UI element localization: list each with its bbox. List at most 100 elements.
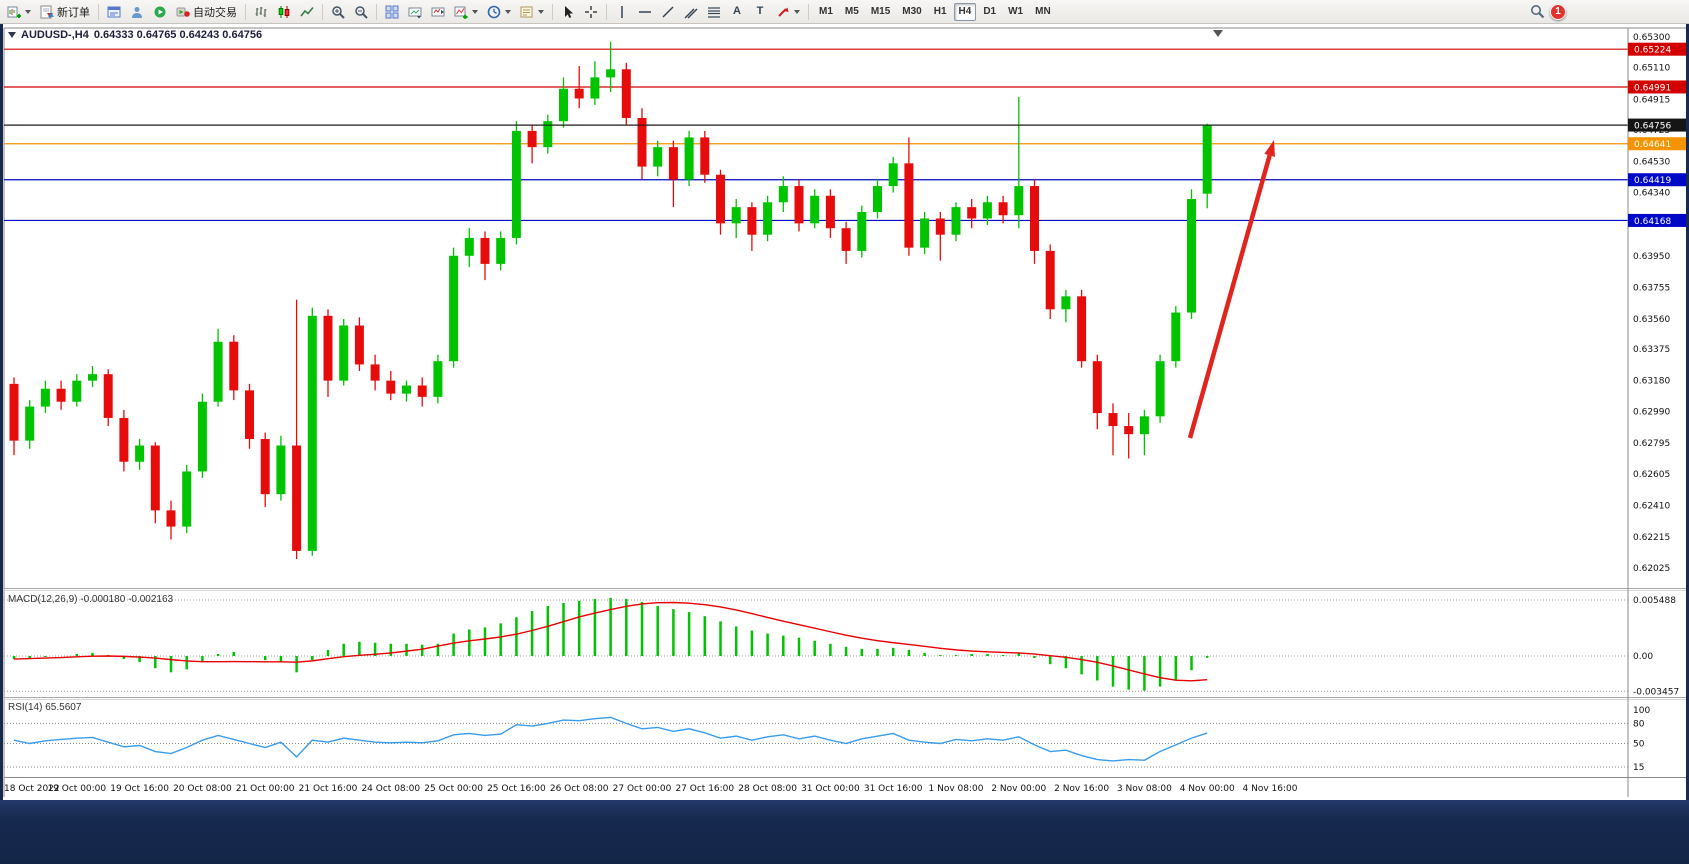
svg-text:21 Oct 16:00: 21 Oct 16:00 [299, 784, 358, 794]
tile-windows-button[interactable] [381, 2, 403, 22]
svg-text:0.65300: 0.65300 [1633, 33, 1670, 43]
svg-text:0.63755: 0.63755 [1633, 283, 1670, 293]
svg-text:15: 15 [1633, 763, 1644, 773]
zoom-in-button[interactable] [327, 2, 349, 22]
autotrading-label: 自动交易 [193, 6, 237, 19]
svg-text:19 Oct 00:00: 19 Oct 00:00 [47, 784, 106, 794]
zoom-out-button[interactable] [350, 2, 372, 22]
cursor-button[interactable] [557, 2, 579, 22]
timeframe-m30-button[interactable]: M30 [902, 6, 922, 17]
fibonacci-tool-button[interactable] [703, 2, 725, 22]
search-icon [1531, 5, 1545, 19]
timeframe-d1-button[interactable]: D1 [983, 6, 997, 17]
crosshair-button[interactable] [580, 2, 602, 22]
toolbar-separator [245, 3, 246, 20]
svg-text:21 Oct 00:00: 21 Oct 00:00 [236, 784, 295, 794]
terminal-button[interactable] [149, 2, 171, 22]
market-watch-button[interactable] [103, 2, 125, 22]
toolbar-separator [98, 3, 99, 20]
dropdown-caret-icon [794, 9, 800, 14]
bar-chart-icon [255, 6, 267, 17]
notification-badge[interactable]: 1 [1550, 3, 1566, 20]
new-chart-button[interactable] [3, 2, 35, 22]
price-chart[interactable]: 0.653000.651100.649150.647250.645300.643… [0, 24, 1689, 800]
svg-text:0.62990: 0.62990 [1633, 407, 1670, 417]
data-window-button[interactable] [126, 2, 148, 22]
one-click-trading-arrow[interactable] [8, 32, 16, 38]
timeframe-h1-button[interactable]: H1 [933, 6, 947, 17]
toolbar: 新订单 自动交易 [0, 0, 1689, 24]
svg-text:0.005488: 0.005488 [1633, 596, 1676, 606]
svg-text:4 Nov 00:00: 4 Nov 00:00 [1180, 784, 1235, 794]
autotrading-button[interactable]: 自动交易 [172, 2, 241, 22]
auto-scroll-button[interactable] [404, 2, 426, 22]
chart-shift-icon [431, 7, 445, 16]
svg-text:100: 100 [1633, 706, 1650, 716]
autotrading-icon [176, 7, 190, 17]
timeframe-m5-button[interactable]: M5 [844, 6, 859, 17]
svg-text:-0.003457: -0.003457 [1633, 687, 1679, 697]
svg-text:0.64756: 0.64756 [1634, 122, 1671, 132]
svg-text:31 Oct 00:00: 31 Oct 00:00 [801, 784, 860, 794]
svg-text:20 Oct 08:00: 20 Oct 08:00 [173, 784, 232, 794]
svg-text:50: 50 [1633, 740, 1645, 750]
svg-text:0.63950: 0.63950 [1633, 252, 1670, 262]
toolbar-separator [322, 3, 323, 20]
svg-text:31 Oct 16:00: 31 Oct 16:00 [864, 784, 923, 794]
svg-text:24 Oct 08:00: 24 Oct 08:00 [361, 784, 420, 794]
svg-text:0.65224: 0.65224 [1634, 46, 1671, 56]
chart-shift-button[interactable] [427, 2, 449, 22]
svg-text:27 Oct 00:00: 27 Oct 00:00 [613, 784, 672, 794]
timeframe-m15-button[interactable]: M15 [870, 6, 891, 17]
svg-text:3 Nov 08:00: 3 Nov 08:00 [1117, 784, 1172, 794]
svg-text:0.64419: 0.64419 [1634, 176, 1671, 186]
templates-button[interactable] [516, 2, 548, 22]
timeframe-mn-button[interactable]: MN [1035, 6, 1051, 17]
vertical-line-tool-button[interactable] [611, 2, 633, 22]
svg-text:80: 80 [1633, 719, 1645, 729]
bar-chart-button[interactable] [250, 2, 272, 22]
chart-canvas[interactable]: 0.653000.651100.649150.647250.645300.643… [0, 24, 1689, 800]
templates-icon [520, 6, 533, 17]
window-bottom-edge [0, 800, 1689, 864]
svg-text:26 Oct 08:00: 26 Oct 08:00 [550, 784, 609, 794]
text-tool-button[interactable]: A [726, 2, 748, 22]
timeframe-h4-button[interactable]: H4 [953, 2, 977, 21]
market-watch-icon [107, 6, 121, 17]
horizontal-line-icon [639, 10, 651, 13]
auto-scroll-icon [408, 7, 422, 18]
svg-text:0.63375: 0.63375 [1633, 345, 1670, 355]
terminal-icon [154, 6, 166, 17]
svg-text:0.62410: 0.62410 [1633, 502, 1670, 512]
timeframe-w1-button[interactable]: W1 [1008, 6, 1024, 17]
svg-text:0.63560: 0.63560 [1633, 315, 1670, 325]
vertical-line-icon [621, 5, 623, 18]
candlestick-chart-button[interactable] [273, 2, 295, 22]
svg-text:0.65110: 0.65110 [1633, 64, 1670, 74]
trendline-tool-button[interactable] [657, 2, 679, 22]
tile-windows-icon [385, 5, 399, 18]
dropdown-caret-icon [538, 9, 544, 14]
timeframe-m1-button[interactable]: M1 [819, 6, 833, 17]
dropdown-caret-icon [25, 9, 31, 14]
horizontal-line-tool-button[interactable] [634, 2, 656, 22]
svg-text:2 Nov 16:00: 2 Nov 16:00 [1054, 784, 1109, 794]
svg-text:0.62795: 0.62795 [1633, 439, 1670, 449]
svg-text:0.64530: 0.64530 [1633, 158, 1670, 168]
period-button[interactable] [483, 2, 515, 22]
label-tool-button[interactable]: T [749, 2, 771, 22]
shapes-tool-button[interactable] [772, 2, 804, 22]
channel-tool-button[interactable] [680, 2, 702, 22]
line-chart-button[interactable] [296, 2, 318, 22]
svg-text:19 Oct 16:00: 19 Oct 16:00 [110, 784, 169, 794]
cursor-icon [565, 5, 573, 18]
new-order-button[interactable]: 新订单 [36, 2, 94, 22]
search-button[interactable] [1526, 2, 1549, 22]
svg-text:0.64340: 0.64340 [1633, 189, 1670, 199]
svg-text:0.62215: 0.62215 [1633, 533, 1670, 543]
svg-text:0.64991: 0.64991 [1634, 83, 1671, 93]
indicator-add-button[interactable] [450, 2, 482, 22]
timeframe-group: M1 M5 M15 M30 H1 H4 D1 W1 MN [813, 2, 1057, 21]
svg-text:25 Oct 00:00: 25 Oct 00:00 [424, 784, 483, 794]
